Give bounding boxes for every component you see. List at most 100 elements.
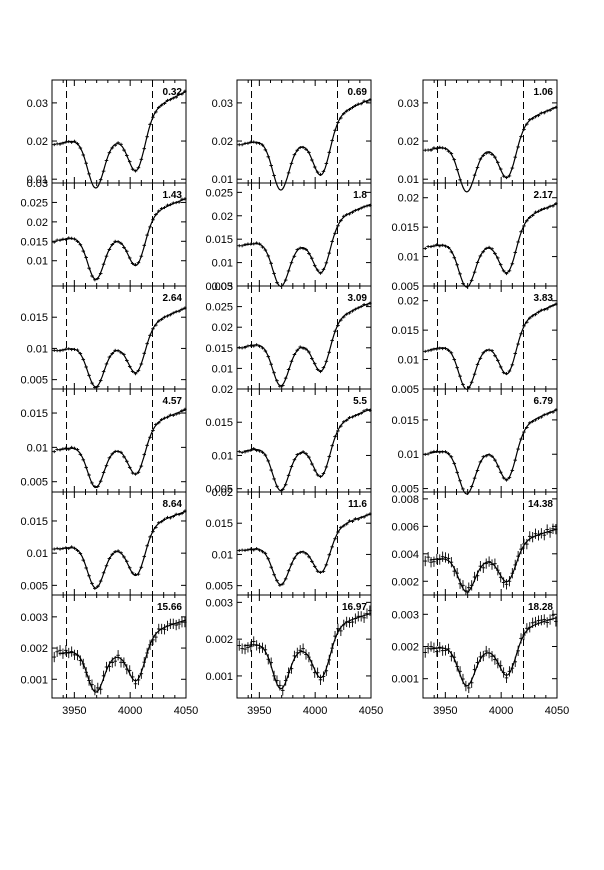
y-tick-label: 0.003 bbox=[205, 597, 233, 609]
y-tick-label: 0.015 bbox=[20, 516, 48, 528]
y-tick-label: 0.02 bbox=[212, 384, 233, 396]
panel-label: 8.64 bbox=[163, 499, 183, 510]
model-curve bbox=[429, 203, 558, 288]
y-tick-label: 0.005 bbox=[205, 581, 233, 593]
y-tick-label: 0.005 bbox=[205, 484, 233, 496]
x-tick-label: 4000 bbox=[118, 705, 142, 717]
panel-label: 0.69 bbox=[348, 87, 368, 98]
y-tick-label: 0.002 bbox=[205, 634, 233, 646]
y-tick-label: 0.004 bbox=[391, 549, 419, 561]
model-curve bbox=[243, 203, 372, 288]
x-tick-label: 3950 bbox=[247, 705, 271, 717]
y-tick-label: 0.02 bbox=[27, 136, 48, 148]
y-tick-label: 0.025 bbox=[20, 197, 48, 209]
y-tick-label: 0.015 bbox=[205, 343, 233, 355]
panel-frame bbox=[236, 388, 372, 493]
y-tick-label: 0.02 bbox=[398, 136, 419, 148]
model-curve bbox=[429, 106, 558, 193]
panel-label: 1.43 bbox=[163, 190, 183, 201]
x-tick-label: 3950 bbox=[62, 705, 86, 717]
panel: 0.01 0.02 0.03 0.69 bbox=[212, 79, 372, 191]
y-tick-label: 0.003 bbox=[391, 609, 419, 621]
y-tick-label: 0.001 bbox=[391, 674, 419, 686]
panel-label: 2.64 bbox=[163, 293, 183, 304]
y-tick-label: 0.001 bbox=[205, 671, 233, 683]
y-tick-label: 0.015 bbox=[20, 312, 48, 324]
y-tick-label: 0.015 bbox=[205, 234, 233, 246]
y-tick-label: 0.002 bbox=[20, 643, 48, 655]
y-tick-label: 0.01 bbox=[27, 442, 48, 454]
y-tick-label: 0.01 bbox=[212, 363, 233, 375]
y-tick-label: 0.01 bbox=[398, 252, 419, 264]
panel-label: 1.06 bbox=[534, 87, 554, 98]
y-tick-label: 0.02 bbox=[212, 322, 233, 334]
y-tick-label: 0.015 bbox=[391, 325, 419, 337]
y-tick-label: 0.025 bbox=[205, 187, 233, 199]
panel: 0.005 0.01 0.015 0.02 2.17 bbox=[391, 182, 558, 293]
y-tick-label: 0.01 bbox=[212, 450, 233, 462]
y-tick-label: 0.015 bbox=[205, 417, 233, 429]
panel: 0.005 0.01 0.015 6.79 bbox=[391, 388, 558, 496]
y-tick-label: 0.005 bbox=[391, 484, 419, 496]
model-curve bbox=[243, 513, 372, 586]
model-curve bbox=[58, 90, 187, 189]
x-tick-label: 3950 bbox=[433, 705, 457, 717]
y-tick-label: 0.015 bbox=[20, 408, 48, 420]
model-curve bbox=[429, 303, 558, 390]
x-tick-label: 4000 bbox=[303, 705, 327, 717]
panel: 0.005 0.01 0.015 0.02 0.025 1.8 bbox=[205, 182, 372, 293]
panel-label: 5.5 bbox=[353, 396, 367, 407]
y-tick-label: 0.015 bbox=[391, 415, 419, 427]
y-tick-label: 0.01 bbox=[27, 548, 48, 560]
panel: 0.005 0.01 0.015 0.02 5.5 bbox=[205, 384, 372, 496]
y-tick-label: 0.03 bbox=[27, 98, 48, 110]
panel: 0.005 0.01 0.015 4.57 bbox=[20, 388, 187, 493]
y-tick-label: 0.01 bbox=[212, 549, 233, 561]
panel: 0.01 0.015 0.02 0.025 0.03 3.09 bbox=[205, 281, 372, 390]
panel-label: 6.79 bbox=[534, 396, 554, 407]
panel-label: 15.66 bbox=[157, 602, 182, 613]
panel-label: 18.28 bbox=[528, 602, 553, 613]
y-tick-label: 0.02 bbox=[212, 487, 233, 499]
panel: 0.005 0.01 0.015 0.02 11.6 bbox=[205, 487, 372, 596]
panel: 0.01 0.02 0.03 1.06 bbox=[398, 79, 558, 193]
y-tick-label: 0.01 bbox=[27, 343, 48, 355]
panel: 0.001 0.002 0.003 18.28 3950 4000 4050 bbox=[391, 594, 569, 717]
panel: 0.005 0.01 0.015 8.64 bbox=[20, 491, 187, 596]
panel-label: 3.83 bbox=[534, 293, 554, 304]
y-tick-label: 0.005 bbox=[20, 477, 48, 489]
y-tick-label: 0.03 bbox=[212, 281, 233, 293]
y-tick-label: 0.006 bbox=[391, 521, 419, 533]
y-tick-label: 0.003 bbox=[20, 612, 48, 624]
panel: 0.002 0.004 0.006 0.008 14.38 bbox=[391, 491, 558, 596]
panel-label: 16.97 bbox=[342, 602, 367, 613]
y-tick-label: 0.02 bbox=[212, 136, 233, 148]
model-curve bbox=[243, 408, 372, 492]
y-tick-label: 0.005 bbox=[391, 281, 419, 293]
panel-label: 0.32 bbox=[163, 87, 183, 98]
y-tick-label: 0.01 bbox=[398, 355, 419, 367]
panel: 0.005 0.01 0.015 0.02 3.83 bbox=[391, 285, 558, 396]
y-tick-label: 0.01 bbox=[398, 449, 419, 461]
y-tick-label: 0.01 bbox=[212, 174, 233, 186]
model-curve bbox=[429, 409, 558, 495]
panel: 0.001 0.002 0.003 15.66 3950 4000 4050 bbox=[20, 594, 198, 717]
panel: 0.001 0.002 0.003 16.97 3950 4000 4050 bbox=[205, 594, 383, 717]
y-tick-label: 0.02 bbox=[398, 296, 419, 308]
x-tick-label: 4050 bbox=[545, 705, 569, 717]
y-tick-label: 0.002 bbox=[391, 576, 419, 588]
y-tick-label: 0.002 bbox=[391, 642, 419, 654]
panel: 0.005 0.01 0.015 2.64 bbox=[20, 285, 187, 390]
panel: 0.01 0.015 0.02 0.025 0.03 1.43 bbox=[20, 178, 187, 287]
y-tick-label: 0.01 bbox=[212, 258, 233, 270]
y-tick-label: 0.02 bbox=[212, 211, 233, 223]
panel-label: 14.38 bbox=[528, 499, 553, 510]
y-tick-label: 0.015 bbox=[205, 518, 233, 530]
model-curve bbox=[58, 198, 187, 281]
y-tick-label: 0.001 bbox=[20, 674, 48, 686]
y-tick-label: 0.025 bbox=[205, 302, 233, 314]
y-tick-label: 0.02 bbox=[27, 217, 48, 229]
y-tick-label: 0.008 bbox=[391, 494, 419, 506]
panel-label: 2.17 bbox=[534, 190, 554, 201]
